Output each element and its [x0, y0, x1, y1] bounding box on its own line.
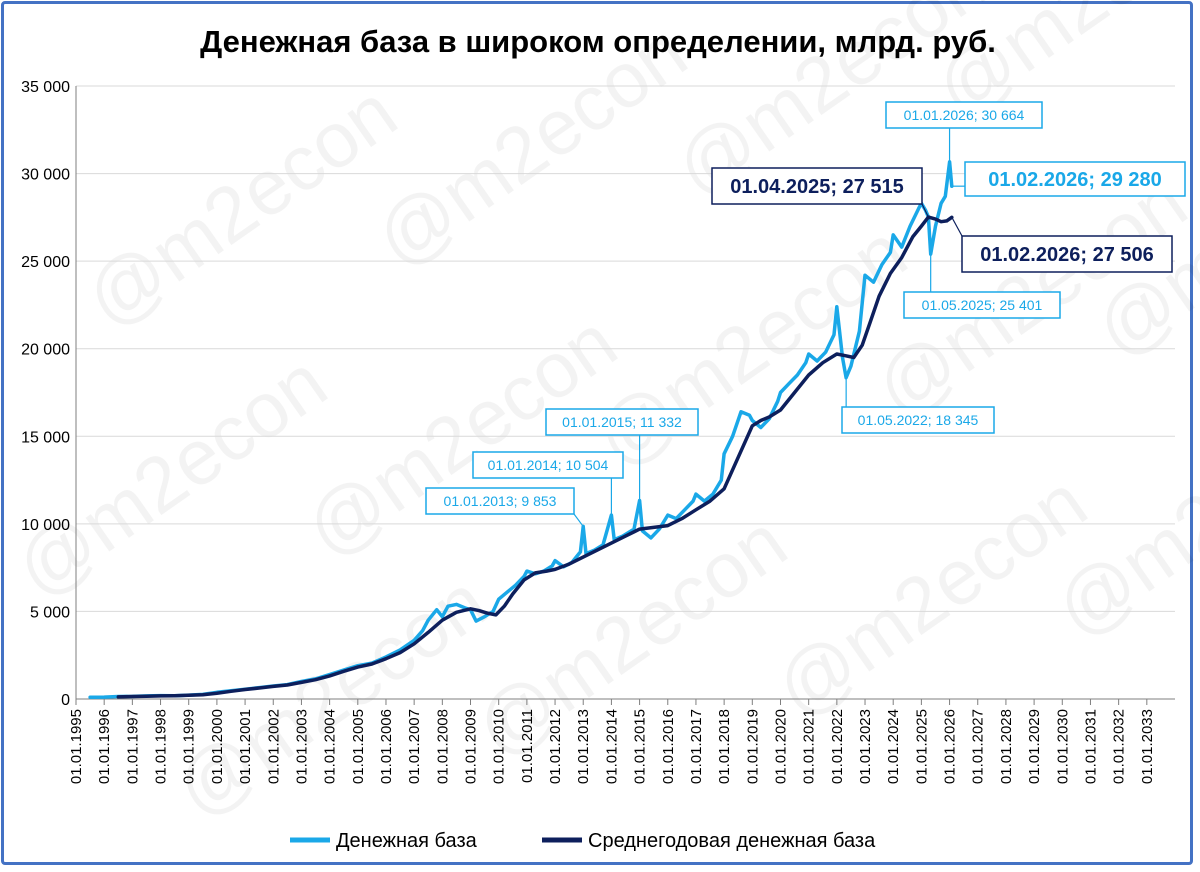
x-tick-label: 01.01.2004: [322, 709, 339, 784]
annotation-box: [841, 406, 995, 434]
chart-title: Денежная база в широком определении, млр…: [200, 24, 996, 59]
x-tick-label: 01.01.1996: [96, 709, 113, 784]
x-tick-label: 01.01.1995: [68, 709, 85, 784]
x-tick-label: 01.01.2003: [293, 709, 310, 784]
x-tick-label: 01.01.2028: [998, 709, 1015, 784]
x-tick-label: 01.01.2020: [772, 709, 789, 784]
x-tick-label: 01.01.2002: [265, 709, 282, 784]
annotation-box: [545, 408, 699, 436]
y-tick-label: 35 000: [21, 79, 70, 96]
x-tick-label: 01.01.2017: [688, 709, 705, 784]
legend: Денежная база Среднегодовая денежная баз…: [290, 830, 876, 852]
grid-lines: [75, 85, 1175, 700]
x-tick-label: 01.01.2015: [632, 709, 649, 784]
x-tick-label: 01.01.2023: [857, 709, 874, 784]
x-tick-label: 01.01.2033: [1139, 709, 1156, 784]
x-tick-label: 01.01.2029: [1026, 709, 1043, 784]
annotation-box: [885, 101, 1043, 129]
legend-label-money-base: Денежная база: [336, 830, 478, 852]
annotation-box: [711, 167, 923, 205]
x-tick-label: 01.01.2016: [660, 709, 677, 784]
annotation-label: 01.01.2026; 30 664: [904, 107, 1025, 123]
x-tick-label: 01.01.2025: [913, 709, 930, 784]
y-tick-label: 10 000: [21, 517, 70, 534]
y-axis-ticks: 0 5 000 10 000 15 000 20 000 25 000 30 000 35 0…: [21, 79, 70, 709]
annotation-label: 01.01.2013; 9 853: [444, 493, 557, 509]
watermark-0: @m2econ: [69, 67, 412, 344]
annotation-label: 01.05.2022; 18 345: [858, 412, 979, 428]
annotations: 01.01.2013; 9 853 01.01.2014; 10 504 01.01…: [425, 101, 1186, 527]
legend-label-avg-money-base: Среднегодовая денежная база: [588, 830, 876, 852]
x-tick-label: 01.01.2026: [942, 709, 959, 784]
x-tick-label: 01.01.2005: [350, 709, 367, 784]
x-tick-label: 01.01.2008: [434, 709, 451, 784]
y-tick-label: 30 000: [21, 167, 70, 184]
y-tick-label: 5 000: [30, 604, 70, 621]
watermark-6: @m2econ: [579, 207, 922, 484]
y-tick-label: 0: [61, 692, 70, 709]
x-tick-label: 01.01.2012: [547, 709, 564, 784]
x-tick-label: 01.01.2021: [801, 709, 818, 784]
annotation-label: 01.05.2025; 25 401: [922, 297, 1043, 313]
x-tick-label: 01.01.2032: [1111, 709, 1128, 784]
x-tick-label: 01.01.2018: [716, 709, 733, 784]
annotation-leader: [951, 216, 963, 237]
annotation-label: 01.02.2026; 29 280: [988, 169, 1162, 191]
annotation-box: [472, 451, 624, 479]
watermark-4: @m2econ: [0, 337, 342, 614]
annotation-leader: [921, 203, 929, 218]
x-tick-label: 01.01.2010: [491, 709, 508, 784]
x-tick-label: 01.01.2019: [744, 709, 761, 784]
x-axis-ticks: 01.01.1995 01.01.1996 01.01.1997 01.01.1998…: [68, 699, 1156, 784]
x-tick-label: 01.01.2006: [378, 709, 395, 784]
x-tick-label: 01.01.2022: [829, 709, 846, 784]
x-tick-label: 01.01.1997: [124, 709, 141, 784]
annotation-label: 01.02.2026; 27 506: [980, 244, 1154, 266]
annotation-label: 01.01.2015; 11 332: [562, 414, 682, 430]
x-tick-label: 01.01.1998: [153, 709, 170, 784]
annotation-box: [903, 291, 1061, 319]
series-line-avg-money-base: [116, 215, 954, 699]
y-tick-label: 20 000: [21, 342, 70, 359]
x-tick-label: 01.01.2000: [209, 709, 226, 784]
x-tick-label: 01.01.2031: [1082, 709, 1099, 784]
x-tick-label: 01.01.2024: [885, 709, 902, 784]
annotation-label: 01.04.2025; 27 515: [730, 176, 904, 198]
x-tick-label: 01.01.2007: [406, 709, 423, 784]
annotation-leader: [573, 513, 584, 527]
x-tick-label: 01.01.2011: [519, 709, 536, 783]
y-tick-label: 15 000: [21, 429, 70, 446]
x-tick-label: 01.01.2030: [1054, 709, 1071, 784]
x-tick-label: 01.01.2027: [970, 709, 987, 784]
x-tick-label: 01.01.2014: [603, 709, 620, 784]
series-group: [88, 160, 954, 699]
y-tick-label: 25 000: [21, 254, 70, 271]
annotation-box: [964, 161, 1186, 197]
x-tick-label: 01.01.1999: [181, 709, 198, 784]
annotation-label: 01.01.2014; 10 504: [488, 457, 609, 473]
x-tick-label: 01.01.2001: [237, 709, 254, 784]
annotation-box: [425, 487, 575, 515]
x-tick-label: 01.01.2013: [575, 709, 592, 784]
x-tick-label: 01.01.2009: [463, 709, 480, 784]
annotation-box: [961, 235, 1173, 273]
